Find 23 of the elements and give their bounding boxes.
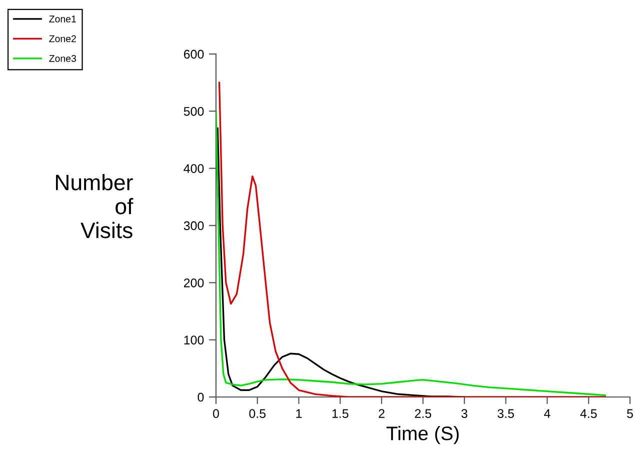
legend-label: Zone1 — [49, 16, 76, 22]
y-tick-label: 400 — [184, 164, 204, 173]
x-tick-label: 3 — [461, 409, 468, 418]
y-tick-label: 100 — [184, 336, 204, 344]
y-tick-label: 500 — [184, 106, 204, 116]
x-tick-label: 1 — [296, 409, 302, 418]
x-tick-label: 3.5 — [498, 409, 514, 418]
x-tick-label: 0.5 — [249, 409, 266, 418]
legend-label: Zone2 — [49, 35, 76, 42]
x-tick-label: 1.5 — [332, 409, 348, 418]
x-tick-label: 2.5 — [414, 409, 432, 418]
legend-label: Zone3 — [49, 55, 76, 62]
y-tick-label: 0 — [198, 392, 204, 402]
y-axis-title: Number of Visits — [56, 174, 134, 238]
x-tick-label: 4.5 — [580, 409, 597, 418]
y-tick-label: 300 — [184, 221, 204, 230]
x-tick-label: 5 — [627, 409, 633, 418]
y-tick-label: 200 — [184, 278, 204, 288]
y-tick-label: 600 — [184, 50, 204, 59]
x-axis-title: Time (S) — [386, 426, 459, 444]
x-tick-label: 0 — [213, 409, 219, 418]
x-tick-label: 4 — [544, 409, 550, 418]
x-tick-label: 2 — [378, 409, 384, 418]
